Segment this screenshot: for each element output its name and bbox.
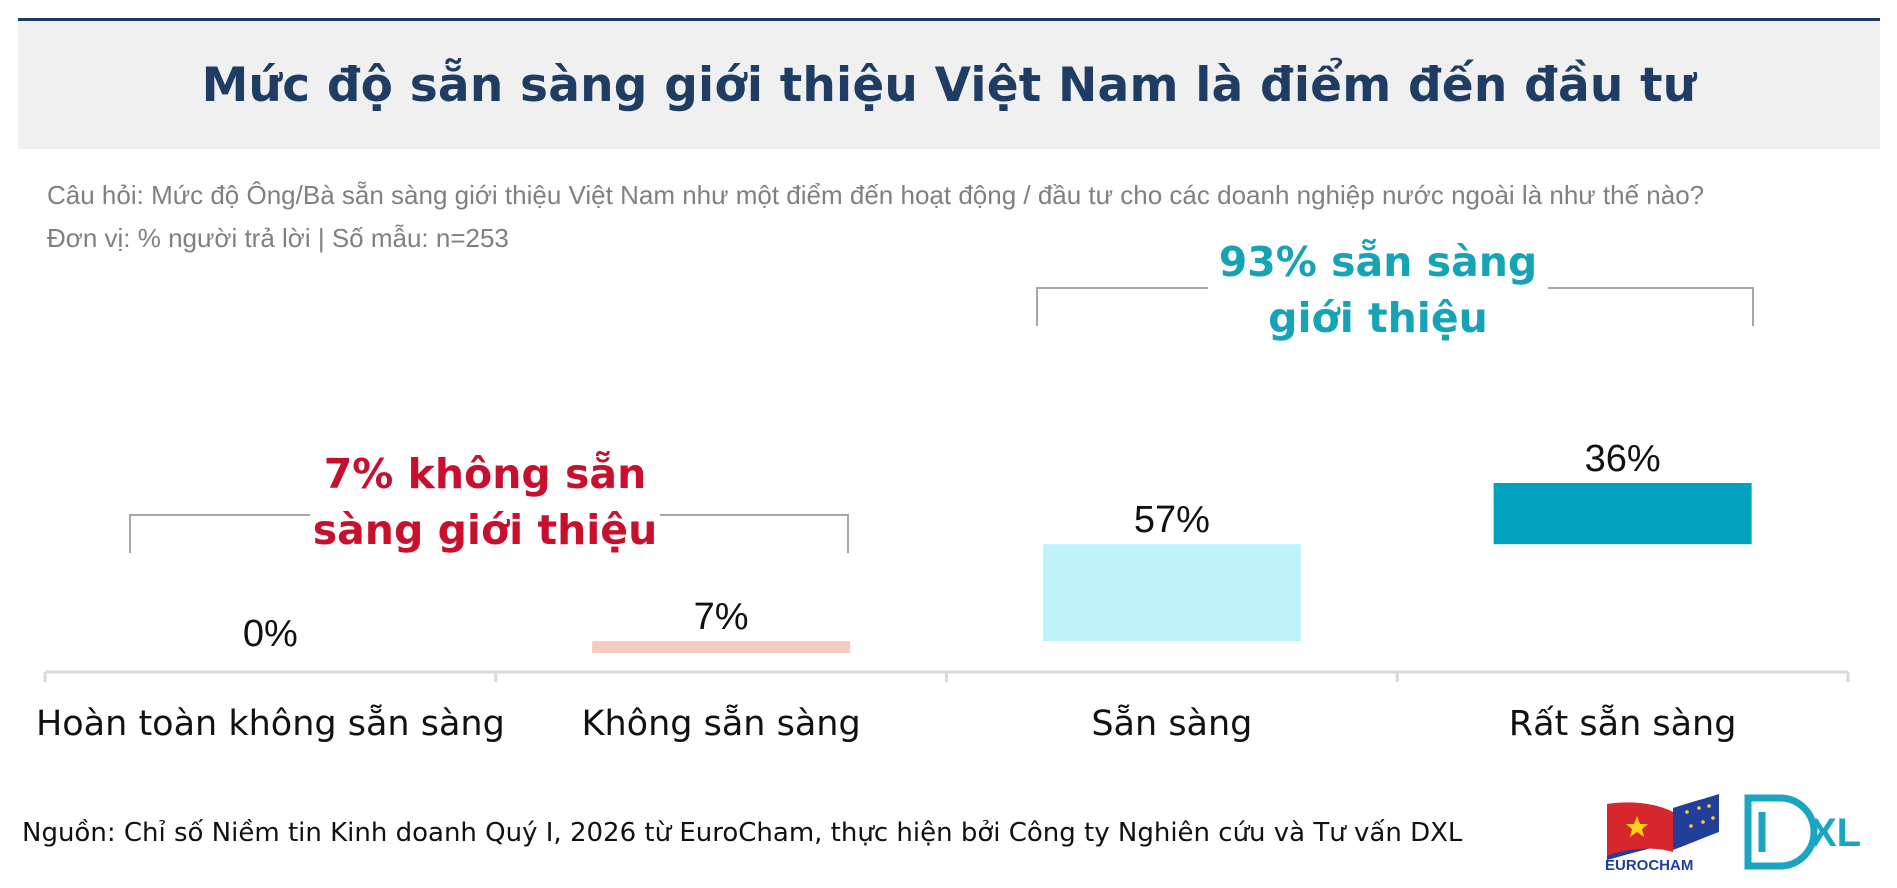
annotation-text: 93% sẵn sàng (1219, 238, 1538, 286)
dxl-logo: XL (1744, 794, 1861, 870)
annotation-text: 7% không sẵn (324, 450, 647, 498)
bar-value-label: 7% (694, 596, 749, 638)
bracket-line (129, 514, 310, 553)
category-label: Sẵn sàng (1091, 703, 1252, 744)
chart-title: Mức độ sẵn sàng giới thiệu Việt Nam là đ… (201, 57, 1697, 113)
eurocham-logo: EUROCHAM (1605, 794, 1719, 872)
annotation-text: giới thiệu (1268, 294, 1488, 342)
annotation-text: sàng giới thiệu (313, 506, 658, 554)
top-rule (18, 18, 1880, 21)
bar-value-label: 57% (1134, 499, 1210, 541)
source-note: Nguồn: Chỉ số Niềm tin Kinh doanh Quý I,… (22, 818, 1463, 848)
bar-value-label: 36% (1585, 438, 1661, 480)
unit-text: Đơn vị: % người trả lời | Số mẫu: n=253 (47, 223, 509, 253)
category-label: Rất sẵn sàng (1509, 703, 1737, 744)
bar-chart: 0% Hoàn toàn không sẵn sàng 7% Không sẵn sà… (36, 238, 1850, 744)
question-text: Câu hỏi: Mức độ Ông/Bà sẵn sàng giới thi… (47, 180, 1705, 210)
bar-4 (1493, 483, 1752, 545)
bracket-line (660, 514, 849, 553)
dxl-logo-text: XL (1810, 811, 1861, 855)
category-label: Hoàn toàn không sẵn sàng (36, 703, 505, 744)
eurocham-logo-text: EUROCHAM (1605, 857, 1693, 872)
bar-2 (592, 641, 851, 653)
category-label: Không sẵn sàng (582, 703, 861, 744)
bar-3 (1042, 544, 1301, 642)
bracket-line (1548, 287, 1754, 326)
bar-value-label: 0% (243, 613, 298, 655)
bracket-line (1036, 287, 1208, 326)
title-band: Mức độ sẵn sàng giới thiệu Việt Nam là đ… (18, 21, 1880, 149)
